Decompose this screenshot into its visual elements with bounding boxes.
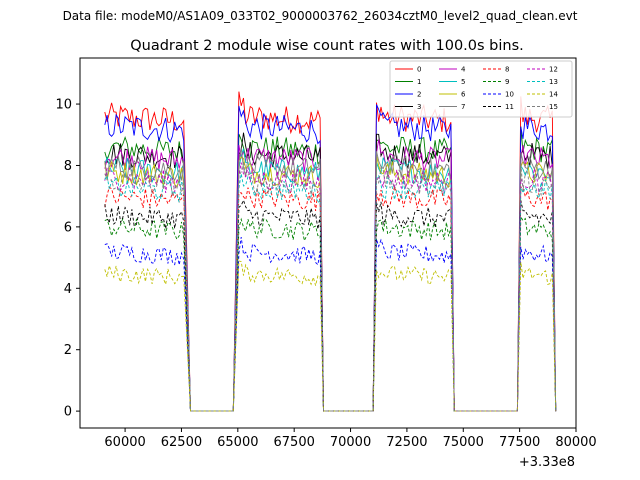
x-tick-label: 77500 — [499, 435, 540, 450]
series-line-12 — [104, 162, 557, 412]
y-tick-label: 10 — [55, 98, 72, 113]
y-tick-label: 6 — [64, 220, 72, 235]
legend-label-2: 2 — [417, 91, 421, 99]
axes-frame — [79, 57, 577, 429]
legend-label-4: 4 — [461, 66, 466, 74]
y-tick-label: 0 — [64, 405, 72, 420]
series-line-9 — [104, 214, 557, 412]
legend-label-12: 12 — [549, 66, 558, 74]
x-tick-label: 80000 — [555, 435, 596, 450]
y-tick-label: 4 — [64, 282, 72, 297]
series-line-8 — [104, 185, 557, 412]
legend-label-11: 11 — [505, 103, 514, 111]
x-axis: 60000 62500 65000 67500 70000 72500 75000 77500… — [104, 428, 597, 450]
series-line-7 — [104, 147, 557, 412]
y-tick-label: 8 — [64, 159, 72, 174]
x-tick-label: 75000 — [443, 435, 484, 450]
x-tick-label: 65000 — [217, 435, 258, 450]
legend-label-9: 9 — [505, 78, 509, 86]
series-line-0 — [104, 91, 557, 412]
legend-label-3: 3 — [417, 103, 421, 111]
legend-label-0: 0 — [417, 66, 421, 74]
x-tick-label: 67500 — [274, 435, 315, 450]
series-line-11 — [104, 198, 557, 412]
legend-label-13: 13 — [549, 78, 558, 86]
legend-box — [389, 60, 573, 118]
x-tick-label: 60000 — [104, 435, 145, 450]
legend-label-1: 1 — [417, 78, 421, 86]
legend-label-6: 6 — [461, 91, 466, 99]
legend-label-7: 7 — [461, 103, 465, 111]
series-line-13 — [104, 173, 557, 412]
legend-label-15: 15 — [549, 103, 558, 111]
series-line-14 — [104, 260, 557, 412]
x-tick-label: 62500 — [161, 435, 202, 450]
series-line-4 — [104, 139, 557, 412]
chart-title: Quadrant 2 module wise count rates with … — [130, 38, 524, 54]
legend-label-14: 14 — [549, 91, 558, 99]
series-line-15 — [104, 160, 557, 412]
legend-label-10: 10 — [505, 91, 514, 99]
plot-lines — [104, 91, 557, 412]
legend-label-5: 5 — [461, 78, 465, 86]
y-axis: 0 2 4 6 8 10 — [55, 98, 80, 420]
legend-label-8: 8 — [505, 66, 509, 74]
series-line-3 — [104, 132, 557, 412]
y-tick-label: 2 — [64, 343, 72, 358]
series-line-10 — [104, 237, 557, 412]
x-offset-label: +3.33e8 — [519, 455, 575, 470]
series-line-2 — [104, 104, 557, 412]
chart-suptitle: Data file: modeM0/AS1A09_033T02_90000037… — [63, 9, 578, 23]
x-tick-label: 72500 — [386, 435, 427, 450]
x-tick-label: 70000 — [330, 435, 371, 450]
series-line-1 — [104, 126, 557, 412]
